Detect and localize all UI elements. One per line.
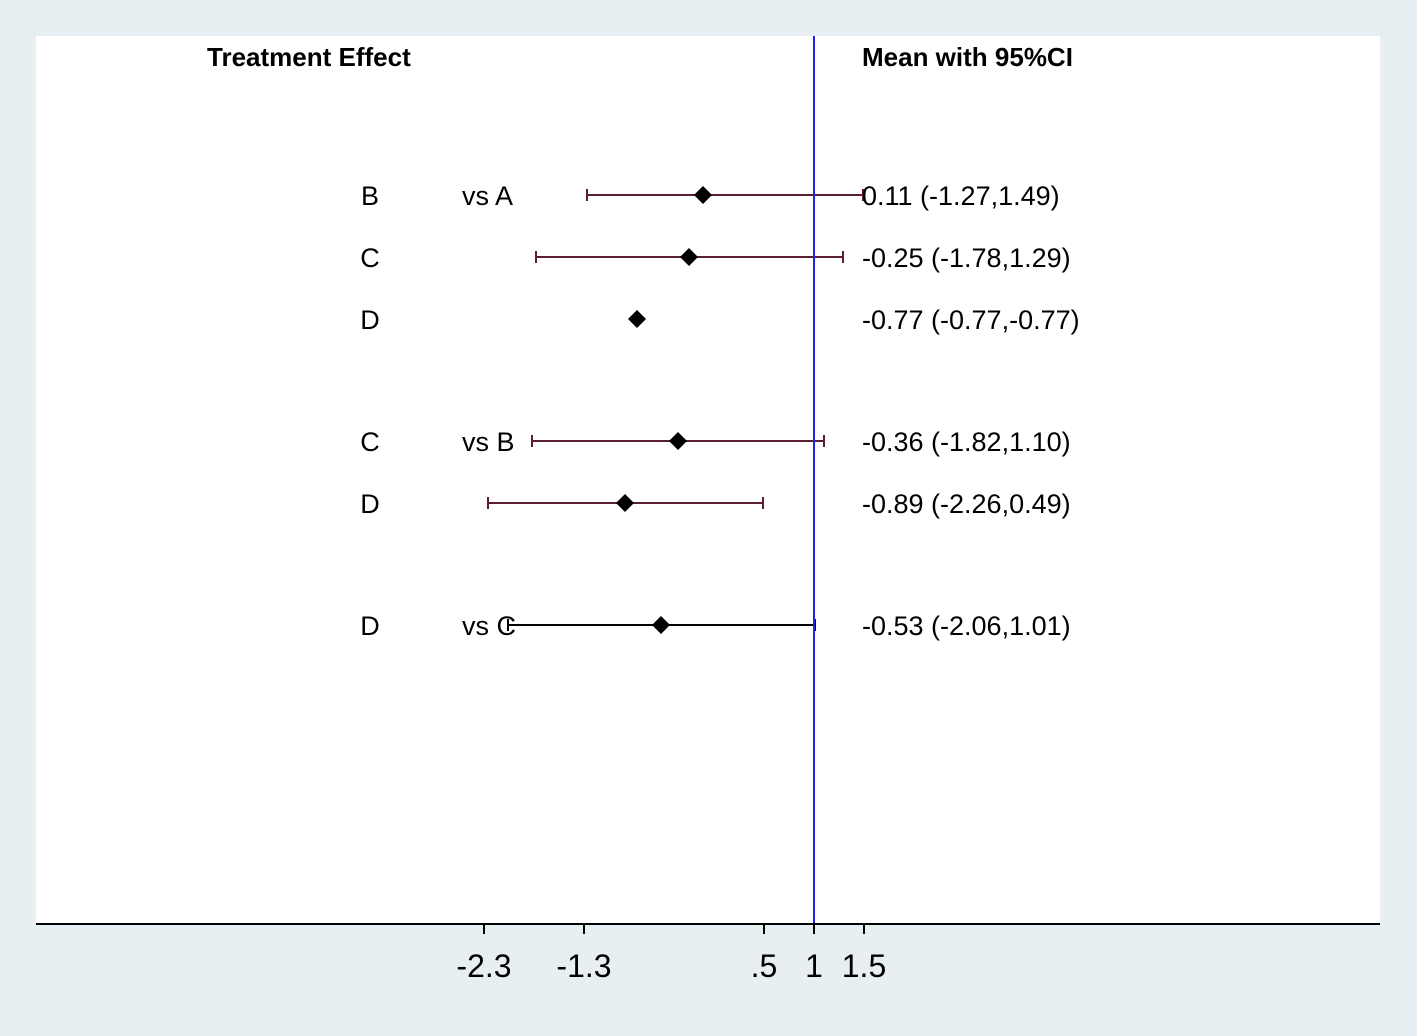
forest-row: C -0.25 (-1.78,1.29) [360,243,1070,273]
x-tick-label: 1 [805,948,823,984]
treatment-label: D [360,611,380,641]
treatment-label: D [360,305,380,335]
estimate-label: -0.89 (-2.26,0.49) [862,489,1071,519]
treatment-label: B [361,181,379,211]
estimate-label: -0.36 (-1.82,1.10) [862,427,1071,457]
comparator-label: vs B [462,427,515,457]
estimate-label: -0.25 (-1.78,1.29) [862,243,1071,273]
comparator-label: vs A [462,181,513,211]
x-tick-label: -1.3 [556,948,611,984]
estimate-label: 0.11 (-1.27,1.49) [862,181,1060,211]
plot-area [36,36,1380,924]
header-treatment-effect: Treatment Effect [207,42,411,72]
treatment-label: C [360,243,380,273]
x-axis-ticks: -2.3 -1.3 .5 1 1.5 [456,924,886,984]
treatment-label: C [360,427,380,457]
mean-marker [616,494,634,512]
mean-marker [652,616,670,634]
mean-marker [694,186,712,204]
x-tick-label: 1.5 [842,948,886,984]
forest-row: D -0.89 (-2.26,0.49) [360,489,1070,519]
mean-marker [669,432,687,450]
estimate-label: -0.77 (-0.77,-0.77) [862,305,1080,335]
forest-row: D -0.77 (-0.77,-0.77) [360,305,1079,335]
x-tick-label: -2.3 [456,948,511,984]
x-tick-label: .5 [751,948,778,984]
treatment-label: D [360,489,380,519]
header-mean-ci: Mean with 95%CI [862,42,1073,72]
mean-marker [628,310,646,328]
mean-marker [680,248,698,266]
estimate-label: -0.53 (-2.06,1.01) [862,611,1071,641]
